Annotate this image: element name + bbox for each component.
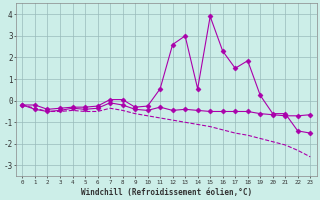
X-axis label: Windchill (Refroidissement éolien,°C): Windchill (Refroidissement éolien,°C): [81, 188, 252, 197]
